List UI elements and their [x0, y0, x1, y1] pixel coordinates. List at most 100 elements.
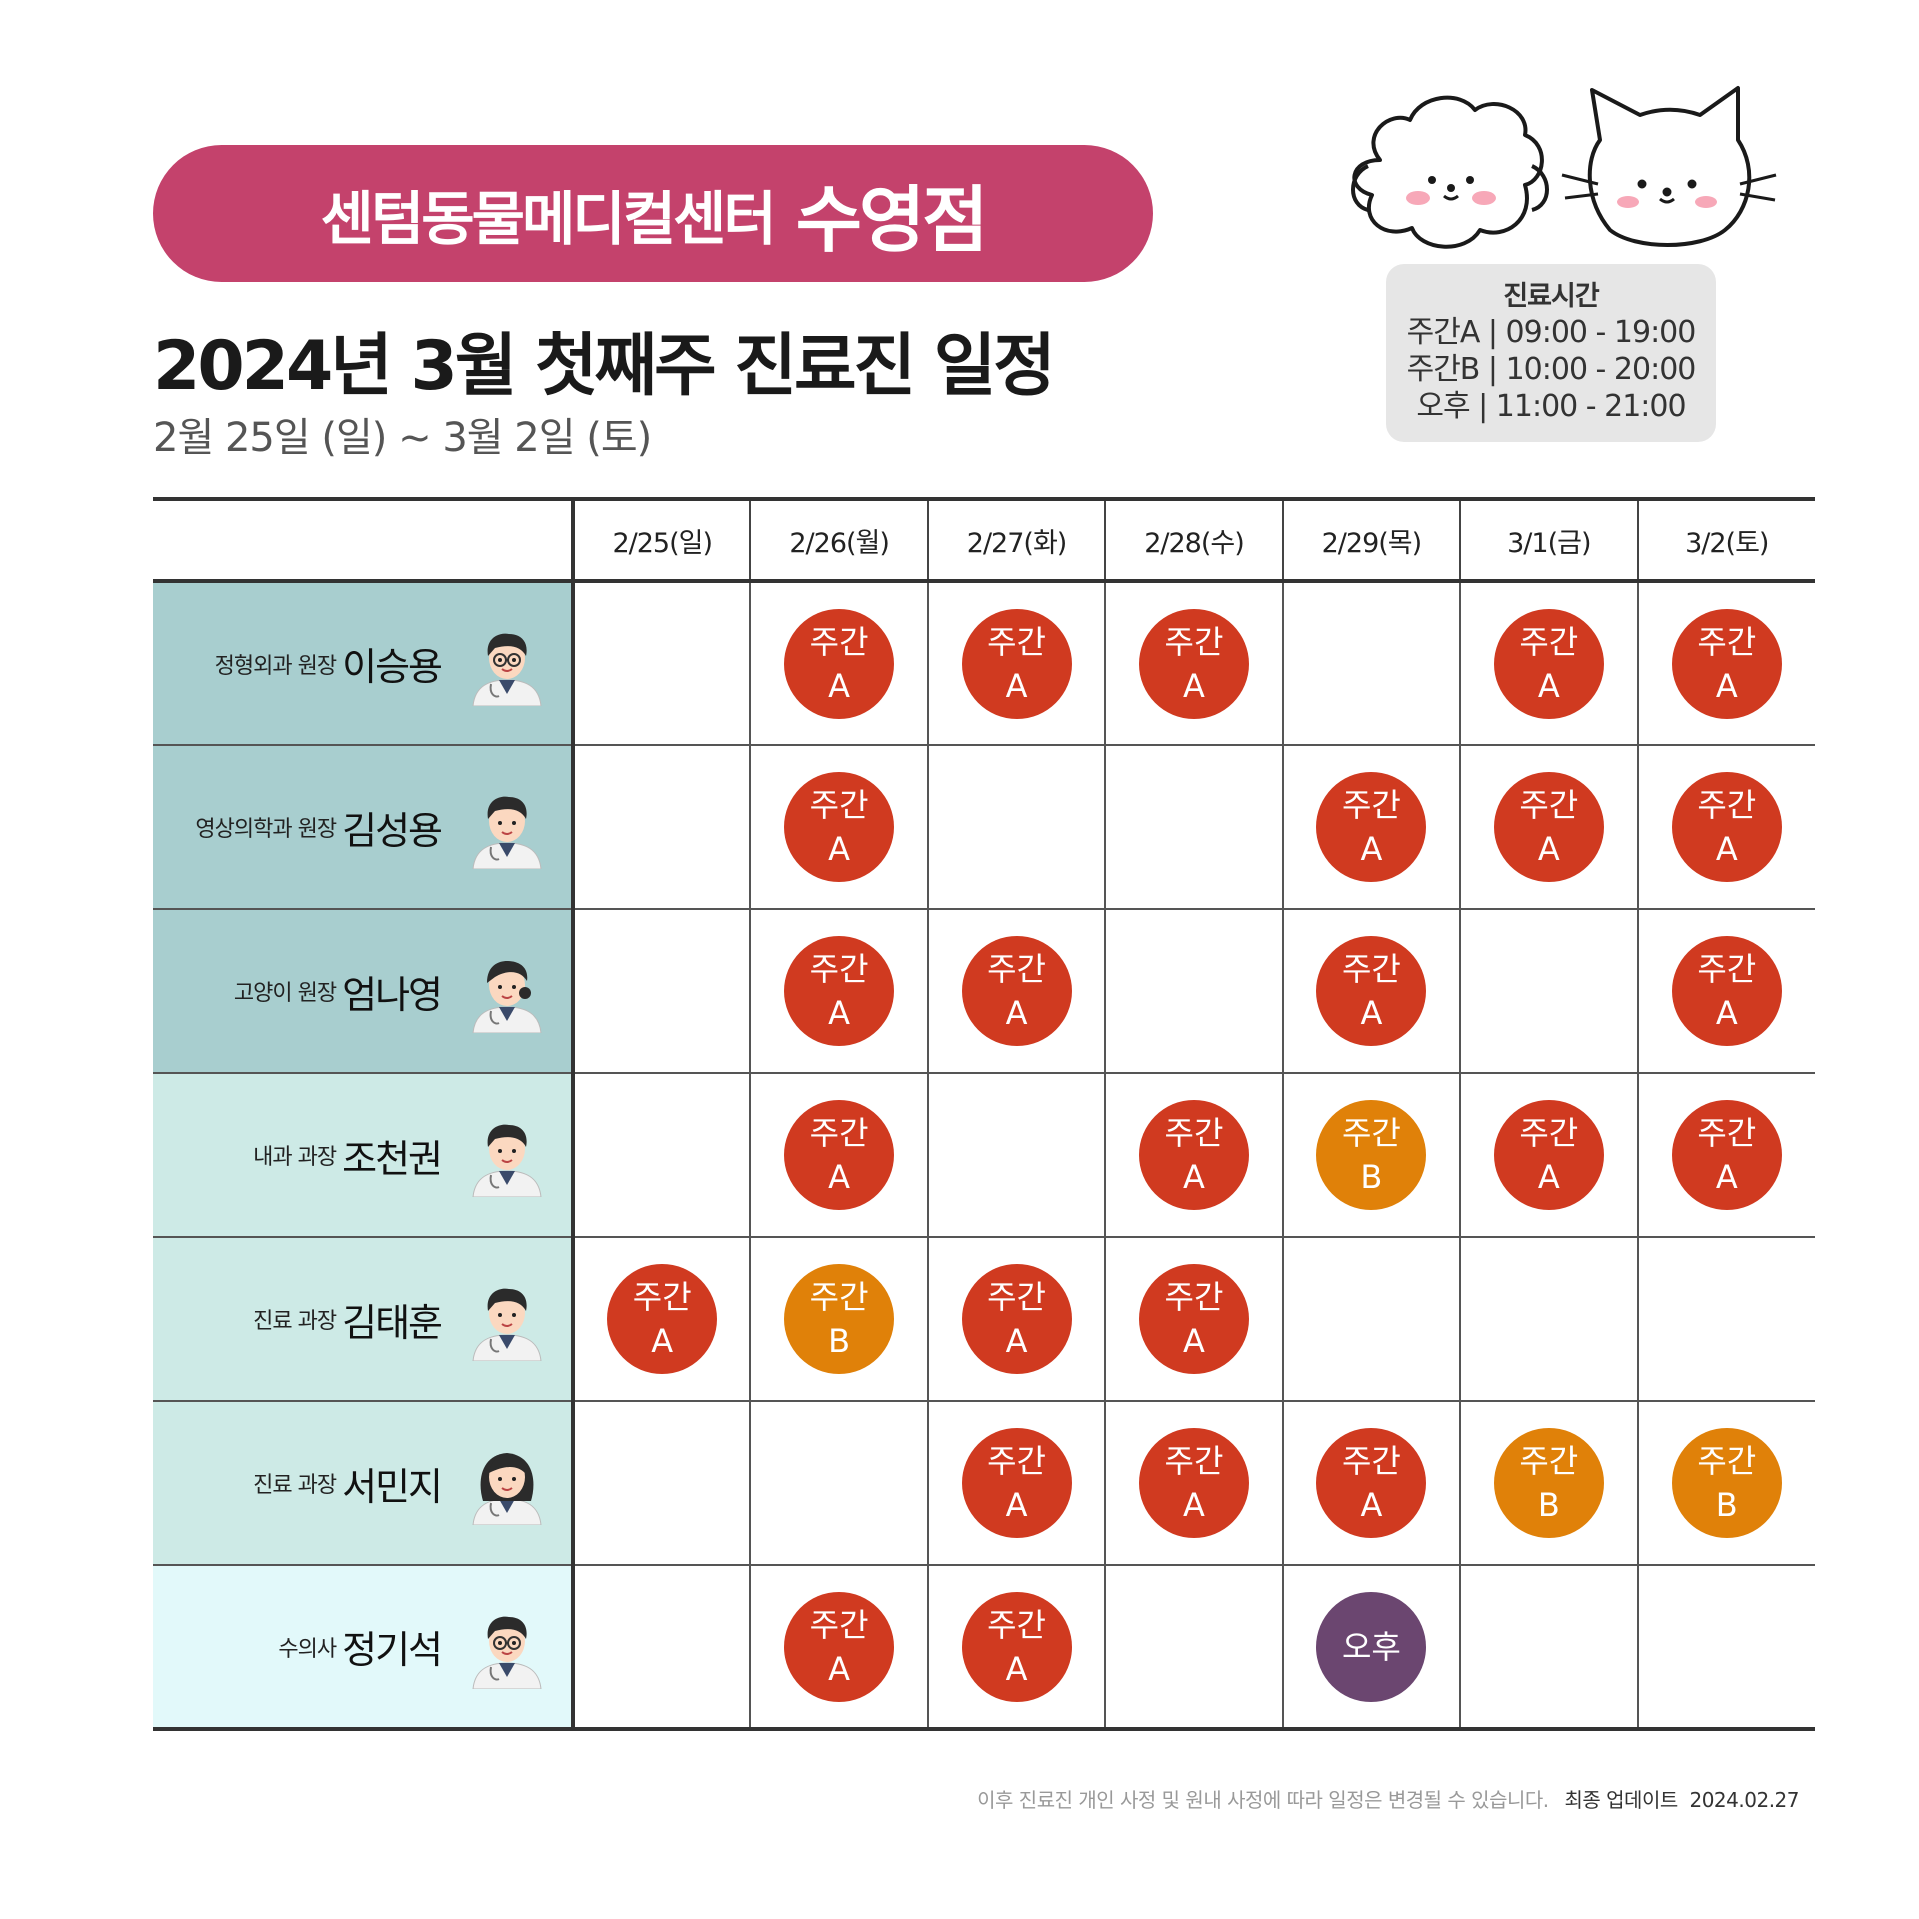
shift-type: A: [828, 1649, 851, 1688]
shift-type: B: [828, 1322, 851, 1360]
shift-badge-day-a: 주간 A: [607, 1264, 718, 1374]
doctor-cell: 내과 과장 조천권: [153, 1073, 573, 1238]
shift-type: A: [1183, 1486, 1205, 1524]
shift-label: 주간: [809, 1114, 869, 1152]
schedule-cell: [926, 1073, 1106, 1238]
shift-type: A: [1537, 1158, 1560, 1196]
doctor-name: 엄나영: [342, 972, 443, 1017]
last-updated: 최종 업데이트 2024.02.27: [1565, 1788, 1800, 1812]
schedule-cell: 주간 B: [1281, 1073, 1461, 1238]
schedule-cell: [1636, 1565, 1815, 1729]
doctor-cell: 정형외과 원장 이승용: [153, 581, 573, 746]
shift-badge-day-a: 주간 A: [1671, 936, 1782, 1046]
schedule-cell: 주간 B: [1459, 1401, 1638, 1566]
doctor-smile-avatar-icon: [465, 785, 549, 870]
center-name: 센텀동물메디컬센터: [320, 184, 777, 253]
shift-label: 주간: [987, 1605, 1046, 1644]
doctor-role: 진료 과장: [253, 1309, 337, 1334]
schedule-cell: 주간 A: [926, 1237, 1106, 1402]
shift-label: 주간: [1341, 1114, 1401, 1152]
shift-type: A: [1715, 994, 1738, 1032]
doctor-name: 이승용: [342, 645, 443, 689]
shift-badge-day-a: 주간 A: [784, 1100, 895, 1210]
shift-badge-day-a: 주간 A: [1671, 608, 1782, 719]
schedule-cell: 주간 B: [749, 1237, 928, 1402]
doctor-role: 수의사: [278, 1636, 337, 1662]
doctor-name: 서민지: [342, 1464, 443, 1509]
hours-line-day-b: 주간B | 10:00 - 20:00: [1406, 352, 1697, 387]
shift-type: A: [1005, 1486, 1028, 1524]
shift-badge-day-a: 주간 A: [1671, 772, 1782, 882]
clinic-hours-title: 진료시간: [1503, 281, 1599, 312]
schedule-cell: 주간 A: [1281, 745, 1461, 910]
schedule-cell: [1636, 1237, 1815, 1402]
shift-label: 주간: [1697, 1114, 1757, 1152]
schedule-cell: 주간 A: [926, 1401, 1106, 1566]
schedule-cell: [570, 745, 751, 910]
branch-name: 수영점: [795, 178, 989, 262]
day-header: 2/25(일): [570, 499, 751, 583]
schedule-cell: 주간 A: [1104, 581, 1283, 746]
day-header: 3/1(금): [1459, 499, 1638, 583]
footer: 이후 진료진 개인 사정 및 원내 사정에 따라 일정은 변경될 수 있습니다.…: [977, 1784, 1799, 1813]
shift-badge-day-a: 주간 A: [961, 1428, 1072, 1538]
shift-label: 주간: [987, 950, 1046, 988]
doctor-role: 내과 과장: [253, 1145, 337, 1170]
shift-type: B: [1537, 1486, 1560, 1524]
shift-badge-day-a: 주간 A: [784, 936, 895, 1046]
shift-type: A: [828, 666, 851, 705]
schedule-cell: [570, 1565, 751, 1729]
shift-type: A: [1183, 1158, 1205, 1196]
shift-label: 주간: [1164, 1442, 1224, 1480]
shift-type: A: [828, 830, 851, 868]
shift-badge-day-b: 주간 B: [1493, 1428, 1604, 1538]
schedule-cell: 주간 A: [1104, 1073, 1283, 1238]
shift-badge-day-b: 주간 B: [1316, 1100, 1427, 1210]
schedule-cell: 주간 A: [1281, 1401, 1461, 1566]
shift-label: 주간: [1697, 950, 1757, 988]
shift-type: A: [1183, 666, 1205, 705]
schedule-cell: [1104, 909, 1283, 1074]
shift-type: A: [1715, 666, 1738, 705]
schedule-cell: [570, 581, 751, 746]
shift-label: 주간: [1519, 1442, 1579, 1480]
shift-badge-day-a: 주간 A: [1316, 772, 1427, 882]
shift-label: 주간: [1164, 1278, 1224, 1316]
shift-badge-day-a: 주간 A: [1493, 772, 1604, 882]
schedule-cell: 주간 B: [1636, 1401, 1815, 1566]
shift-label: 주간: [987, 1278, 1046, 1316]
schedule-cell: 주간 A: [926, 581, 1106, 746]
shift-type: A: [1537, 830, 1560, 868]
schedule-cell: [570, 1401, 751, 1566]
shift-label: 주간: [632, 1278, 692, 1316]
shift-label: 주간: [1697, 786, 1757, 824]
shift-badge-day-a: 주간 A: [1671, 1100, 1782, 1210]
doctor-role: 영상의학과 원장: [195, 817, 337, 842]
shift-badge-day-a: 주간 A: [961, 936, 1072, 1046]
shift-badge-day-a: 주간 A: [961, 1264, 1072, 1374]
shift-label: 주간: [987, 622, 1046, 661]
shift-badge-day-a: 주간 A: [1138, 608, 1249, 719]
doctor-cell: 진료 과장 서민지: [153, 1401, 573, 1566]
schedule-cell: [1281, 1237, 1461, 1402]
schedule-cell: 주간 A: [749, 909, 928, 1074]
doctor-glasses-avatar-icon: [465, 622, 549, 706]
schedule-cell: [1459, 1565, 1638, 1729]
shift-label: 주간: [809, 1605, 869, 1644]
shift-label: 주간: [1164, 622, 1224, 661]
schedule-cell: [926, 745, 1106, 910]
shift-badge-day-a: 주간 A: [961, 608, 1072, 719]
kitten-face: [1561, 173, 1777, 208]
shift-badge-day-b: 주간 B: [1671, 1428, 1782, 1538]
schedule-cell: 주간 A: [749, 581, 928, 746]
schedule-cell: 주간 A: [1636, 745, 1815, 910]
kitten-icon: [1587, 86, 1752, 247]
shift-type: A: [1537, 666, 1560, 705]
date-range: 2월 25일 (일) ~ 3월 2일 (토): [153, 415, 652, 461]
doctor-glasses-avatar-icon: [465, 1605, 549, 1689]
shift-label: 주간: [809, 1278, 869, 1316]
shift-badge-day-a: 주간 A: [784, 1591, 895, 1702]
hours-line-afternoon: 오후 | 11:00 - 21:00: [1416, 389, 1686, 424]
shift-type: A: [1360, 830, 1383, 868]
shift-type: A: [1005, 994, 1028, 1032]
